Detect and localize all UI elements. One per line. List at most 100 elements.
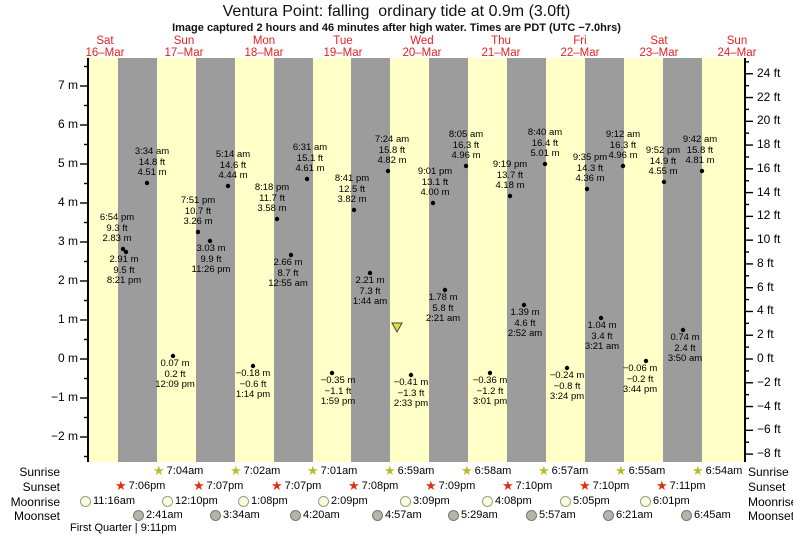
day-label: Tue 19–Mar — [323, 35, 363, 59]
sunrise-label-right: Sunrise — [748, 465, 789, 479]
astro-entry: ★ 7:10pm — [502, 479, 552, 497]
moonrise-icon — [560, 496, 571, 507]
sunset-label-left: Sunset — [22, 480, 60, 494]
feet-axis-label: 18 ft — [757, 137, 781, 152]
night-band — [585, 58, 624, 462]
astro-entry: 5:29am — [448, 508, 498, 526]
tide-annotation-high: 8:18 pm 11.7 ft 3.58 m — [254, 182, 290, 214]
moonset-label-right: Moonset — [748, 509, 793, 523]
astro-entry: ★ 6:59am — [384, 464, 434, 482]
day-label: Mon 18–Mar — [244, 35, 284, 59]
night-band — [274, 58, 313, 462]
astro-time: 7:11pm — [669, 480, 706, 492]
astro-entry: ★ 7:09pm — [425, 479, 475, 497]
astro-time: 7:04am — [166, 465, 204, 477]
feet-axis-label: 6 ft — [757, 279, 774, 294]
tide-annotation-high: 9:42 am 15.8 ft 4.81 m — [682, 134, 718, 166]
feet-axis-label: −6 ft — [757, 422, 781, 437]
tide-annotation-low: 2.21 m 7.3 ft 1:44 am — [352, 275, 388, 307]
sunset-star-icon: ★ — [115, 478, 127, 493]
meters-axis-label: 6 m — [57, 117, 78, 131]
moonset-label-left: Moonset — [13, 509, 60, 523]
night-band — [507, 58, 546, 462]
astro-entry: 1:08pm — [238, 494, 288, 512]
meters-axis-label: −1 m — [50, 390, 78, 404]
tide-event-dot — [542, 161, 548, 167]
feet-axis-label: 12 ft — [757, 208, 781, 223]
meters-axis-label: 2 m — [57, 273, 78, 287]
astro-time: 7:07pm — [206, 480, 244, 492]
meters-axis-label: −2 m — [50, 429, 78, 443]
astro-time: 4:08pm — [495, 495, 532, 507]
tide-event-dot — [699, 168, 705, 174]
night-band — [429, 58, 468, 462]
moonrise-icon — [400, 496, 411, 507]
astro-entry: ★ 7:08pm — [348, 479, 398, 497]
astro-entry: 5:05pm — [560, 494, 610, 512]
moonset-icon — [603, 510, 614, 521]
chart-subtitle: Image captured 2 hours and 46 minutes af… — [172, 22, 621, 34]
moonset-icon — [290, 510, 301, 521]
sunrise-star-icon: ★ — [153, 463, 165, 478]
tide-event-dot — [250, 363, 256, 369]
moonrise-icon — [640, 496, 651, 507]
astro-time: 5:29am — [461, 509, 498, 521]
astro-time: 5:05pm — [573, 495, 610, 507]
sunrise-row: Sunrise ★ 7:04am ★ 7:02am ★ 7:01am ★ 6:59am ★ 6:5… — [0, 463, 793, 479]
astro-entry: 5:57am — [526, 508, 576, 526]
feet-axis-label: 20 ft — [757, 113, 781, 128]
astro-time: 3:09pm — [413, 495, 450, 507]
tide-annotation-low: −0.18 m −0.6 ft 1:14 pm — [235, 368, 271, 400]
feet-axis-label: 24 ft — [757, 65, 781, 80]
tide-event-dot — [442, 287, 448, 293]
feet-axis-label: −2 ft — [757, 374, 781, 389]
astro-time: 7:09pm — [438, 480, 476, 492]
sunset-star-icon: ★ — [656, 478, 668, 493]
day-label: Sat 16–Mar — [85, 35, 125, 59]
tide-annotation-high: 9:01 pm 13.1 ft 4.00 m — [417, 166, 453, 198]
moonset-icon — [681, 510, 692, 521]
astro-entry: ★ 7:07pm — [271, 479, 321, 497]
tide-annotation-low: 2.91 m 9.5 ft 8:21 pm — [106, 254, 142, 286]
tide-event-dot — [463, 163, 469, 169]
astro-entry: ★ 6:58am — [461, 464, 511, 482]
moonrise-icon — [318, 496, 329, 507]
feet-axis-label: 14 ft — [757, 184, 781, 199]
tide-annotation-low: 0.74 m 2.4 ft 3:50 am — [667, 332, 703, 364]
chart-title: Ventura Point: falling ordinary tide at … — [222, 3, 571, 20]
tide-event-dot — [329, 370, 335, 376]
moonset-icon — [133, 510, 144, 521]
tide-event-dot — [643, 358, 649, 364]
astro-time: 6:58am — [474, 465, 512, 477]
astro-time: 4:57am — [385, 509, 422, 521]
astro-time: 6:54am — [705, 465, 743, 477]
feet-axis-label: 4 ft — [757, 303, 774, 318]
tide-annotation-low: 0.07 m 0.2 ft 12:09 pm — [155, 358, 195, 390]
tide-annotation-high: 7:51 pm 10.7 ft 3.26 m — [180, 195, 216, 227]
astro-entry: 4:57am — [372, 508, 422, 526]
astro-time: 7:07pm — [284, 480, 322, 492]
night-band — [118, 58, 157, 462]
tide-annotation-high: 8:40 am 16.4 ft 5.01 m — [527, 127, 563, 159]
tide-event-dot — [487, 370, 493, 376]
moonrise-icon — [482, 496, 493, 507]
astro-entry: 4:08pm — [482, 494, 532, 512]
astro-entry: ★ 7:11pm — [656, 479, 706, 497]
tide-event-dot — [207, 238, 213, 244]
sunset-star-icon: ★ — [348, 478, 360, 493]
sunrise-star-icon: ★ — [307, 463, 319, 478]
feet-axis-label: 0 ft — [757, 351, 774, 365]
sunset-star-icon: ★ — [271, 478, 283, 493]
tide-event-dot — [564, 365, 570, 371]
moonset-row: Moonset 2:41am 3:34am 4:20am 4:57am 5:29am 5:… — [0, 508, 793, 523]
moonrise-icon — [238, 496, 249, 507]
moonset-icon — [448, 510, 459, 521]
tide-event-dot — [304, 176, 310, 182]
tide-annotation-low: −0.06 m −0.2 ft 3:44 pm — [622, 363, 658, 395]
tide-annotation-low: −0.36 m −1.2 ft 3:01 pm — [472, 375, 508, 407]
tide-event-dot — [408, 372, 414, 378]
astro-time: 2:41am — [146, 509, 183, 521]
tide-event-dot — [170, 353, 176, 359]
sunrise-star-icon: ★ — [538, 463, 550, 478]
meters-axis-label: 3 m — [57, 234, 78, 248]
